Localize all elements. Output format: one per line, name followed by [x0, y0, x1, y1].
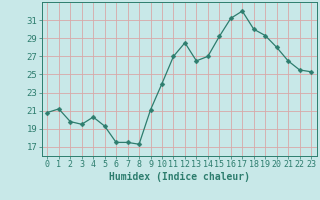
X-axis label: Humidex (Indice chaleur): Humidex (Indice chaleur)	[109, 172, 250, 182]
